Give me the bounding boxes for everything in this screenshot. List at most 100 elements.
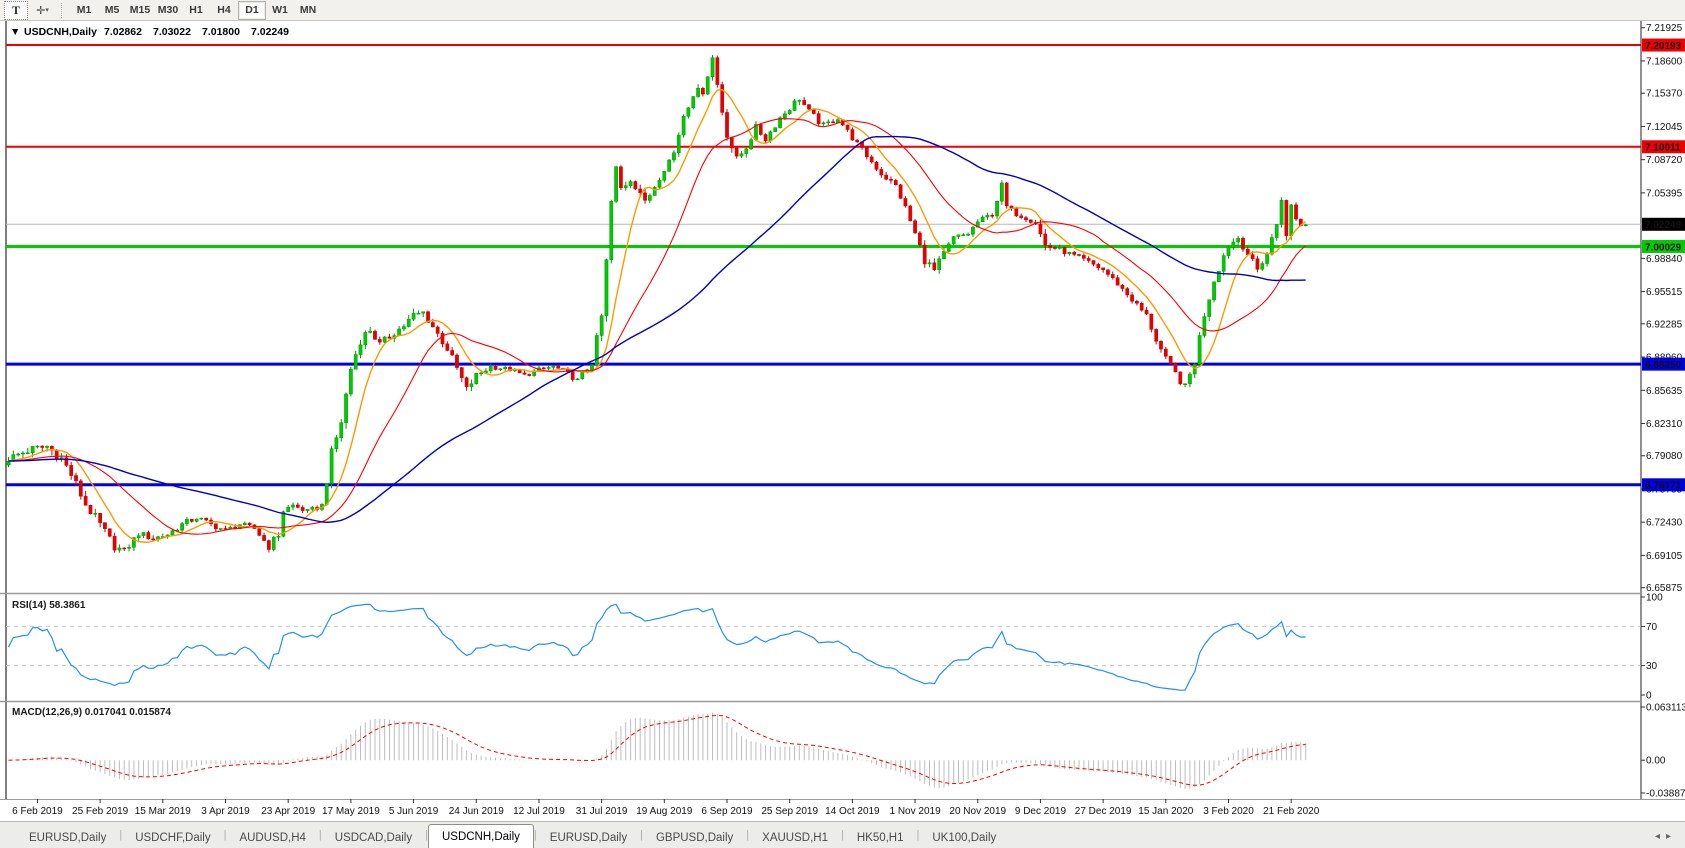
candle-body [865, 147, 869, 158]
candle-body [990, 215, 995, 217]
candle-body [402, 326, 406, 330]
chart-tab-xauusd-h1[interactable]: XAUUSD,H1 [762, 831, 828, 844]
candle-body [893, 180, 898, 186]
candle-body [1004, 182, 1009, 207]
candle-body [122, 547, 127, 550]
ma-slow[interactable] [8, 135, 1306, 524]
ma-medium[interactable] [8, 118, 1307, 535]
chart-tab-usdcad-daily[interactable]: USDCAD,Daily [334, 831, 413, 844]
time-tick-label: 3 Feb 2020 [1203, 806, 1254, 817]
candle-body [151, 538, 156, 541]
rsi-line[interactable] [7, 603, 1306, 691]
candle-body [185, 518, 189, 524]
chart-symbol-title: USDCNH,Daily [24, 26, 97, 38]
chart-tab-audusd-h4[interactable]: AUDUSD,H4 [239, 831, 306, 844]
chart-collapse-icon[interactable]: ▼ [10, 26, 20, 38]
macd-signal-line[interactable] [8, 714, 1306, 786]
price-chart-canvas[interactable]: 100 70 30 0 0.063113 0.00 -0.038872 7.21925 7.… [0, 21, 1685, 821]
ohlc-close-value: 7.02249 [251, 26, 289, 38]
candle-body [995, 200, 999, 217]
tabs-scroll-left-icon[interactable]: ◂ [1654, 831, 1666, 842]
candle-body [942, 251, 946, 260]
timeframe-button-m30[interactable]: M30 [157, 4, 179, 16]
candle-body [1236, 238, 1241, 243]
price-tick-label: 6.69105 [1646, 551, 1683, 562]
chart-tab-hk50-h1[interactable]: HK50,H1 [856, 831, 904, 844]
candle-body [908, 205, 913, 221]
candle-body [913, 220, 917, 234]
candle-body [720, 84, 725, 113]
candle-body [879, 169, 884, 176]
candle-body [1028, 219, 1033, 223]
timeframe-button-mn[interactable]: MN [299, 4, 317, 16]
candle-body [609, 201, 614, 261]
price-tick-label: 7.08720 [1646, 155, 1683, 166]
candle-body [604, 259, 609, 316]
time-tick-label: 23 Apr 2019 [261, 806, 315, 817]
chevron-down-icon: ▾ [45, 7, 48, 14]
crosshair-icon: ✛ [36, 4, 45, 17]
candle-body [1024, 217, 1028, 221]
timeframe-button-h4[interactable]: H4 [217, 4, 231, 16]
time-tick-label: 9 Dec 2019 [1015, 806, 1067, 817]
candle-body [951, 236, 956, 245]
ma-fast[interactable] [8, 88, 1307, 544]
timeframe-button-m15[interactable]: M15 [129, 4, 151, 16]
chart-tab-uk100-daily[interactable]: UK100,Daily [932, 831, 997, 844]
candle-body [946, 243, 951, 252]
candle-body [242, 522, 247, 526]
timeframe-button-d1[interactable]: D1 [238, 0, 266, 20]
candle-body [643, 192, 647, 201]
candle-body [310, 506, 315, 510]
chart-tab-usdcnh-daily[interactable]: USDCNH,Daily [427, 824, 534, 848]
time-tick-label: 27 Dec 2019 [1075, 806, 1132, 817]
candle-body [1106, 269, 1110, 275]
candle-body [30, 446, 35, 453]
candle-body [1062, 247, 1067, 254]
rsi-scale-label: 0 [1646, 691, 1652, 702]
text-tool-button[interactable]: T [4, 0, 28, 20]
candle-body [194, 518, 199, 522]
candle-body [686, 107, 691, 117]
price-level-badge-label: 7.20193 [1645, 41, 1682, 52]
tabs-scroll-right-icon[interactable]: ▸ [1665, 831, 1677, 842]
candle-body [1197, 335, 1202, 365]
candle-body [21, 452, 25, 455]
candle-body [898, 184, 903, 199]
candle-body [1043, 233, 1048, 246]
chart-tab-usdchf-daily[interactable]: USDCHF,Daily [135, 831, 211, 844]
price-tick-label: 7.05395 [1646, 188, 1683, 199]
candle-body [40, 445, 45, 448]
candles-layer [6, 55, 1308, 553]
rsi-scale-label: 30 [1646, 661, 1658, 672]
candle-body [619, 166, 623, 189]
candle-body [546, 367, 551, 369]
timeframe-button-w1[interactable]: W1 [272, 4, 288, 16]
candle-body [676, 134, 681, 153]
price-tick-label: 7.12045 [1646, 122, 1683, 133]
candle-body [382, 336, 387, 343]
chart-tab-eurusd-daily[interactable]: EURUSD,Daily [29, 831, 107, 844]
candle-body [1091, 260, 1096, 265]
timeframe-button-m1[interactable]: M1 [76, 4, 92, 16]
candle-body [1207, 299, 1212, 317]
candle-body [1014, 207, 1019, 217]
candle-body [1057, 247, 1062, 249]
chart-tab-eurusd-daily[interactable]: EURUSD,Daily [549, 831, 628, 844]
price-level-badge-label: 7.10011 [1645, 143, 1681, 154]
time-tick-label: 17 May 2019 [322, 806, 380, 817]
chart-tab-bar: EURUSD,Daily | USDCHF,Daily | AUDUSD,H4 | USDC… [0, 821, 1685, 848]
timeframe-button-h1[interactable]: H1 [189, 4, 203, 16]
candle-body [397, 328, 401, 336]
price-tick-label: 6.92285 [1646, 319, 1683, 330]
candle-body [358, 344, 363, 355]
chart-tab-gbpusd-daily[interactable]: GBPUSD,Daily [655, 831, 734, 844]
candle-body [580, 372, 585, 380]
timeframe-button-m5[interactable]: M5 [104, 4, 120, 16]
price-badges-layer: 7.20193 7.10011 7.00029 6.88250 6.76171 7.022… [1642, 38, 1685, 492]
price-tick-label: 6.95515 [1646, 287, 1683, 298]
price-level-badge-label: 7.00029 [1645, 242, 1682, 253]
crosshair-tool-button[interactable]: ✛ ▾ [30, 1, 54, 20]
candle-body [1053, 247, 1057, 249]
candle-body [45, 446, 49, 448]
